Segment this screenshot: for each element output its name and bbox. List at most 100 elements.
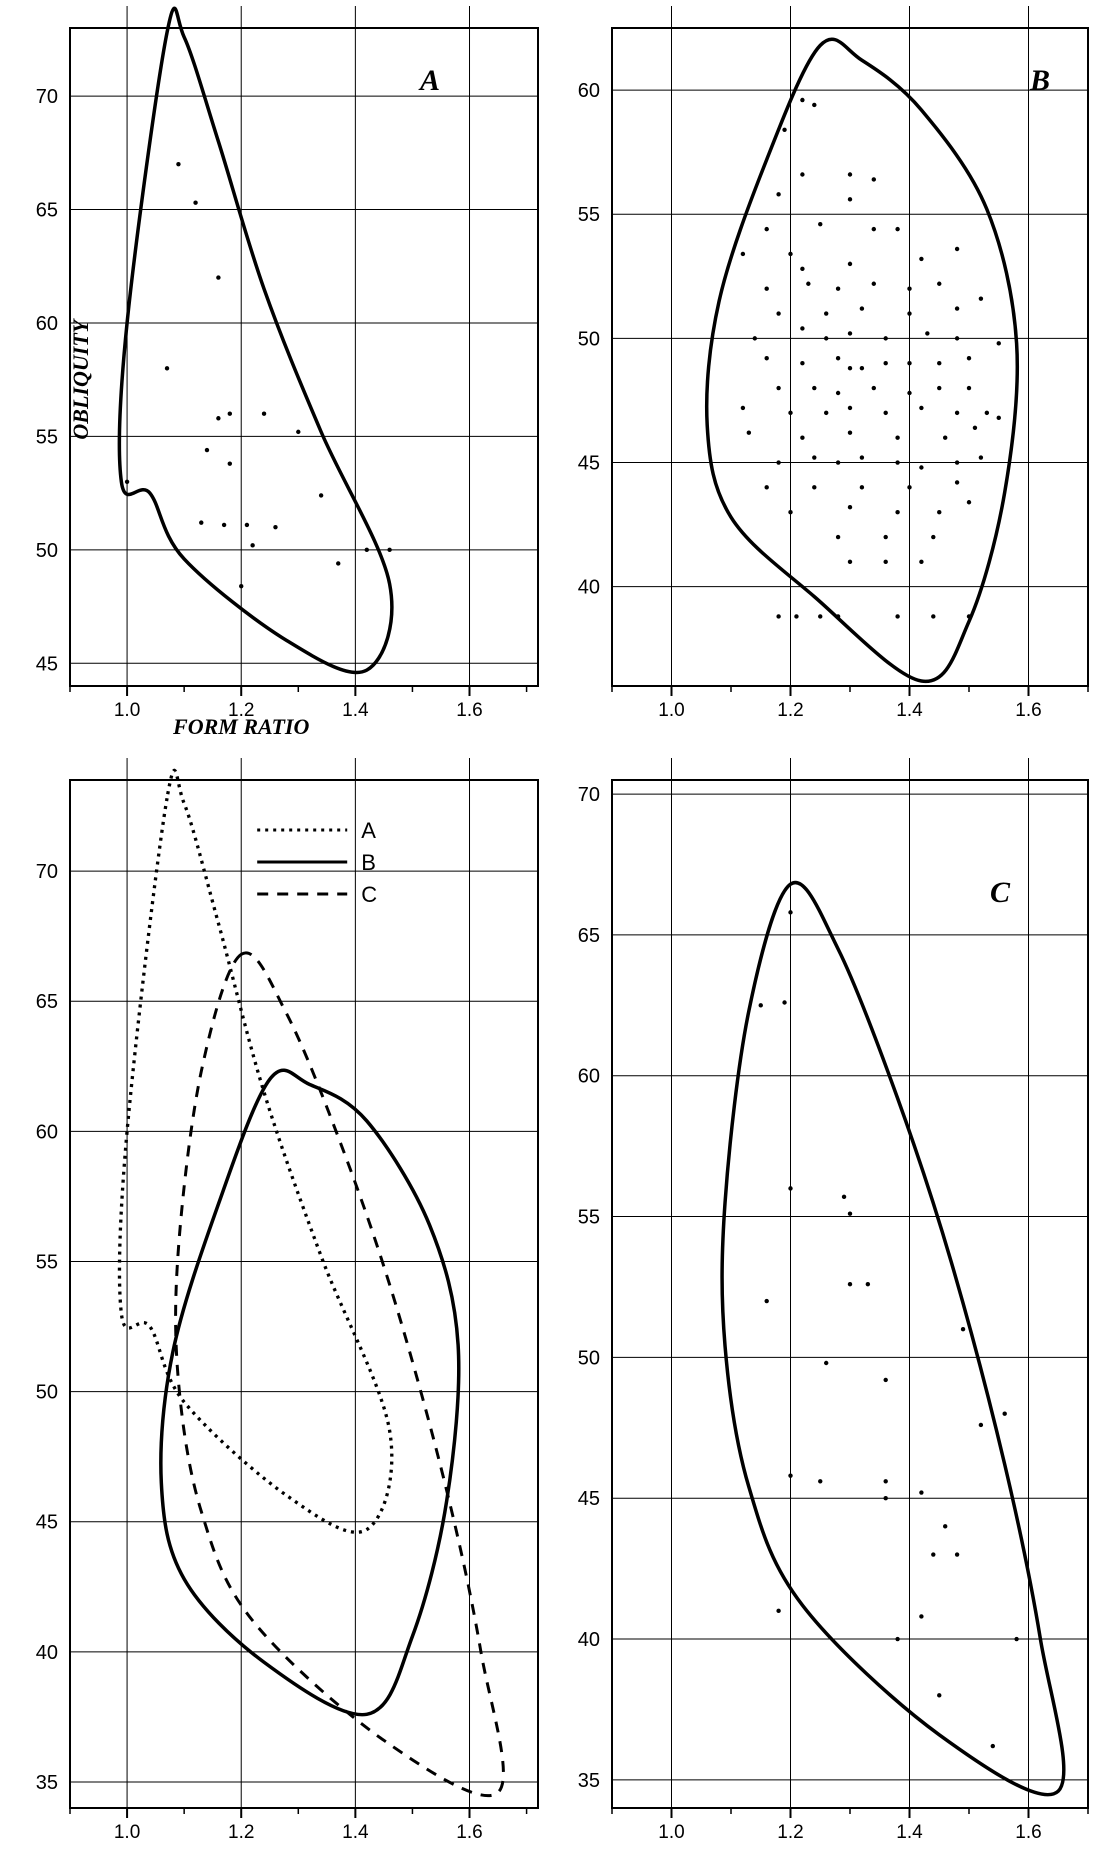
envelope-A	[119, 770, 391, 1532]
data-point	[907, 287, 911, 291]
data-point	[884, 411, 888, 415]
y-tick-label: 60	[36, 1121, 58, 1143]
data-point	[788, 411, 792, 415]
panel-a-svg: 1.01.21.41.6455055606570AFORM RATIOOBLIQ…	[0, 0, 550, 742]
data-point	[765, 356, 769, 360]
envelope-B	[161, 1070, 459, 1714]
data-point	[836, 614, 840, 618]
data-point	[907, 361, 911, 365]
data-point	[228, 461, 232, 465]
data-point	[895, 435, 899, 439]
data-point	[262, 412, 266, 416]
data-point	[925, 331, 929, 335]
panel-c: 1.01.21.41.63540455055606570C	[550, 752, 1100, 1860]
data-point	[812, 386, 816, 390]
data-point	[216, 275, 220, 279]
data-point	[812, 485, 816, 489]
data-point	[245, 523, 249, 527]
data-point	[818, 222, 822, 226]
data-point	[836, 287, 840, 291]
data-point	[895, 510, 899, 514]
data-point	[884, 361, 888, 365]
x-tick-label: 1.0	[114, 1822, 140, 1843]
data-point	[943, 435, 947, 439]
y-tick-label: 40	[578, 577, 600, 599]
legend-label-B: B	[361, 850, 376, 875]
data-point	[884, 336, 888, 340]
envelope	[119, 8, 391, 672]
data-point	[860, 485, 864, 489]
panel-b: 1.01.21.41.64045505560B	[550, 0, 1100, 742]
data-point	[937, 386, 941, 390]
data-point	[800, 172, 804, 176]
panel-label: B	[1029, 64, 1050, 97]
y-tick-label: 35	[578, 1770, 600, 1792]
panel-label: C	[990, 876, 1011, 909]
data-point	[199, 520, 203, 524]
data-point	[955, 480, 959, 484]
data-point	[895, 460, 899, 464]
y-tick-label: 35	[36, 1772, 58, 1794]
data-point	[973, 426, 977, 430]
y-tick-label: 50	[36, 540, 58, 562]
data-point	[776, 386, 780, 390]
data-point	[1003, 1411, 1007, 1415]
data-point	[836, 391, 840, 395]
data-point	[228, 412, 232, 416]
data-point	[806, 282, 810, 286]
data-point	[848, 505, 852, 509]
data-point	[824, 336, 828, 340]
data-point	[895, 1637, 899, 1641]
x-tick-label: 1.2	[228, 1822, 254, 1843]
data-point	[907, 391, 911, 395]
data-point	[250, 543, 254, 547]
data-point	[1014, 1637, 1018, 1641]
data-point	[836, 356, 840, 360]
data-point	[884, 560, 888, 564]
x-tick-label: 1.6	[1015, 700, 1041, 721]
legend-label-C: C	[361, 882, 377, 907]
data-point	[836, 535, 840, 539]
x-axis-title: FORM RATIO	[172, 714, 309, 739]
y-tick-label: 55	[36, 426, 58, 448]
data-point	[937, 282, 941, 286]
y-tick-label: 55	[36, 1251, 58, 1273]
envelope	[722, 883, 1064, 1795]
data-point	[319, 493, 323, 497]
data-point	[919, 257, 923, 261]
y-tick-label: 45	[36, 1512, 58, 1534]
panel-d-svg: 1.01.21.41.63540455055606570ABC	[0, 752, 550, 1860]
y-tick-label: 60	[36, 313, 58, 335]
data-point	[919, 1614, 923, 1618]
data-point	[919, 406, 923, 410]
data-point	[765, 227, 769, 231]
panel-b-svg: 1.01.21.41.64045505560B	[550, 0, 1100, 742]
data-point	[818, 1479, 822, 1483]
data-point	[824, 1361, 828, 1365]
data-point	[860, 455, 864, 459]
data-point	[812, 103, 816, 107]
data-point	[967, 386, 971, 390]
y-tick-label: 50	[578, 328, 600, 350]
data-point	[776, 311, 780, 315]
data-point	[848, 1212, 852, 1216]
data-point	[812, 455, 816, 459]
data-point	[794, 614, 798, 618]
y-tick-label: 65	[36, 991, 58, 1013]
data-point	[937, 510, 941, 514]
data-point	[907, 311, 911, 315]
data-point	[788, 1473, 792, 1477]
panel-a: 1.01.21.41.6455055606570AFORM RATIOOBLIQ…	[0, 0, 550, 742]
data-point	[765, 287, 769, 291]
data-point	[848, 1282, 852, 1286]
data-point	[765, 485, 769, 489]
data-point	[365, 548, 369, 552]
data-point	[125, 480, 129, 484]
data-point	[776, 1609, 780, 1613]
data-point	[824, 411, 828, 415]
data-point	[205, 448, 209, 452]
y-tick-label: 60	[578, 80, 600, 102]
envelope	[707, 39, 1018, 681]
x-tick-label: 1.2	[777, 1822, 803, 1843]
y-tick-label: 45	[578, 1488, 600, 1510]
